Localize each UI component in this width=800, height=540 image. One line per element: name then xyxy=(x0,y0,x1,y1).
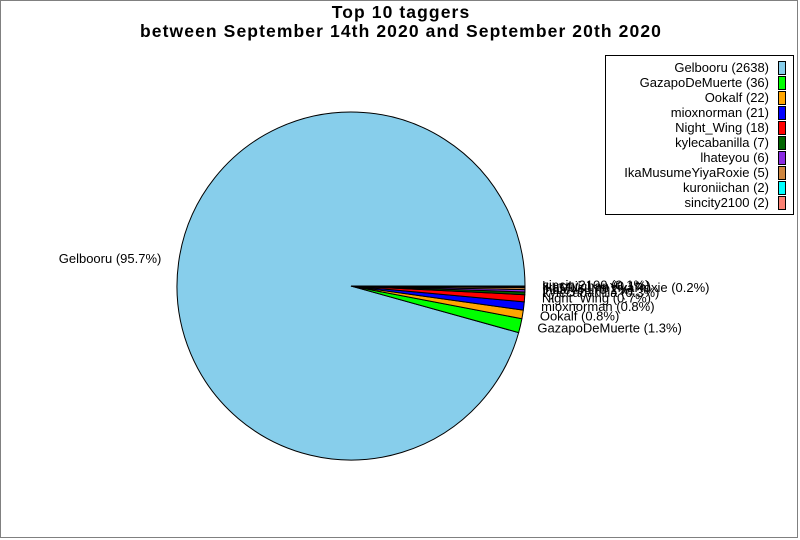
svg-text:Gelbooru (95.7%): Gelbooru (95.7%) xyxy=(59,251,162,266)
svg-text:IkaMusumeYiyaRoxie (0.2%): IkaMusumeYiyaRoxie (0.2%) xyxy=(542,280,709,295)
